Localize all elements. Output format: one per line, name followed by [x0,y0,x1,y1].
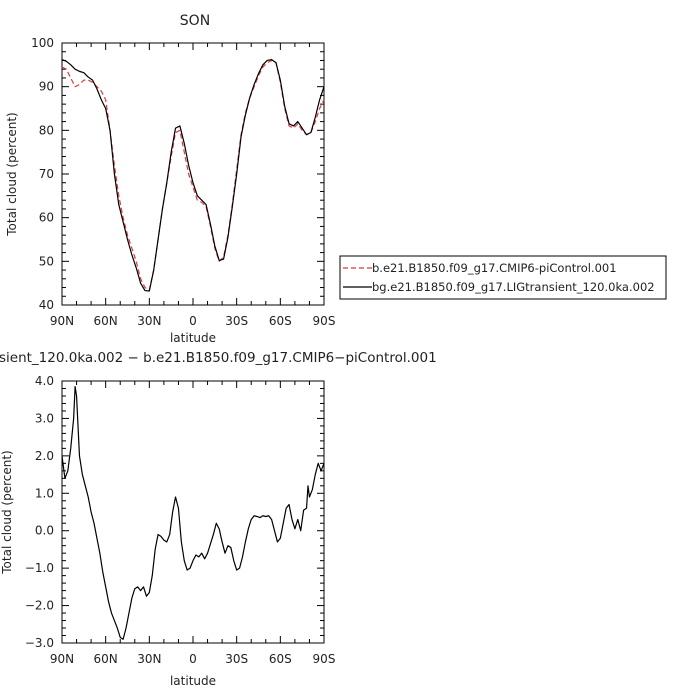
panel-2-x-axis-label: latitude [170,674,216,688]
panel-2-x-tick-label: 30S [225,652,248,666]
panel-2-plot-frame [61,380,325,644]
panel-1-y-tick-label: 60 [39,211,54,225]
panel-2-y-tick-label: −2.0 [25,599,54,613]
panel-1-x-tick-label: 60S [269,314,292,328]
panel-2-x-tick-label: 0 [189,652,197,666]
panel-1-y-tick-label: 100 [31,36,54,50]
panel-2-x-tick-label: 90S [313,652,336,666]
panel-2-title: LIGtransient_120.0ka.002 − b.e21.B1850.f… [0,350,437,366]
panel-1-x-axis-label: latitude [170,331,216,345]
panel-2-series-line-1 [61,386,325,640]
panel-1-x-tick-label: 60N [94,314,118,328]
panel-1-x-tick-label: 0 [189,314,197,328]
panel-1-series-line-1 [61,59,325,291]
panel-1-legend-label-1: b.e21.B1850.f09_g17.CMIP6-piControl.001 [372,261,617,275]
panel-1-x-tick-label: 30N [137,314,161,328]
panel-1-plot-frame [61,42,325,306]
panel-1-legend-label-2: bg.e21.B1850.f09_g17.LIGtransient_120.0k… [372,280,655,294]
panel-1-y-tick-label: 50 [39,254,54,268]
panel-1-y-tick-label: 80 [39,123,54,137]
panel-2-y-tick-label: 0.0 [35,524,54,538]
panel-2-y-axis-label: Total cloud (percent) [0,450,14,574]
panel-2-x-tick-label: 60S [269,652,292,666]
panel-1-y-axis-label: Total cloud (percent) [5,112,19,236]
panel-1-y-tick-label: 40 [39,298,54,312]
panel-1-x-tick-label: 90S [313,314,336,328]
panel-2-x-tick-label: 90N [50,652,74,666]
panel-1-y-tick-label: 90 [39,80,54,94]
panel-1-title: SON [180,13,210,29]
panel-2-y-tick-label: 4.0 [35,374,54,388]
panel-1-series-line-2 [61,58,325,292]
panel-2-y-tick-label: 3.0 [35,411,54,425]
panel-2-y-tick-label: 1.0 [35,486,54,500]
panel-1-x-tick-label: 30S [225,314,248,328]
panel-2-y-tick-label: 2.0 [35,449,54,463]
panel-1-y-tick-label: 70 [39,167,54,181]
panel-2-y-tick-label: −1.0 [25,561,54,575]
panel-1-legend-box [339,255,667,300]
panel-2-y-tick-label: −3.0 [25,636,54,650]
panel-1-x-tick-label: 90N [50,314,74,328]
panel-2-x-tick-label: 30N [137,652,161,666]
panel-2-x-tick-label: 60N [94,652,118,666]
